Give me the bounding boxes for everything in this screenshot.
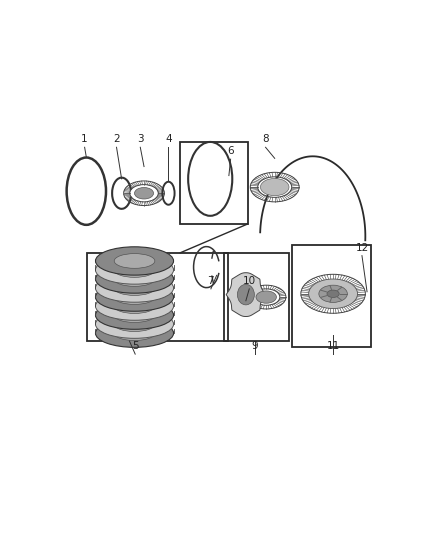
Ellipse shape [95,274,173,302]
Text: 3: 3 [137,134,144,144]
Text: 8: 8 [262,134,269,144]
Ellipse shape [95,319,173,348]
Text: 4: 4 [165,134,172,144]
Ellipse shape [95,292,173,320]
Bar [224,253,289,341]
Text: 2: 2 [113,134,120,144]
Ellipse shape [114,263,155,277]
Ellipse shape [114,290,155,304]
Bar [87,253,227,341]
Bar [292,245,371,347]
Ellipse shape [114,326,155,341]
Ellipse shape [327,290,339,297]
Ellipse shape [319,285,347,302]
Ellipse shape [309,279,357,309]
Ellipse shape [114,272,155,286]
Bar [180,142,247,224]
Ellipse shape [95,265,173,293]
Polygon shape [226,273,265,317]
Ellipse shape [261,179,289,196]
Ellipse shape [95,247,173,275]
Ellipse shape [114,317,155,332]
Ellipse shape [95,301,173,329]
Ellipse shape [95,256,173,284]
Ellipse shape [114,308,155,322]
Ellipse shape [114,281,155,295]
Ellipse shape [134,188,154,199]
Ellipse shape [114,298,155,313]
Ellipse shape [114,254,155,268]
Text: 12: 12 [355,243,369,253]
Ellipse shape [237,284,254,305]
Ellipse shape [95,310,173,338]
Text: 11: 11 [326,341,340,351]
Text: 6: 6 [227,146,234,156]
Text: 10: 10 [243,276,256,286]
Text: 1: 1 [81,134,88,144]
Ellipse shape [95,283,173,311]
Text: 7: 7 [208,276,214,286]
Text: 5: 5 [132,341,138,351]
Ellipse shape [256,291,276,303]
Text: 9: 9 [252,341,258,351]
